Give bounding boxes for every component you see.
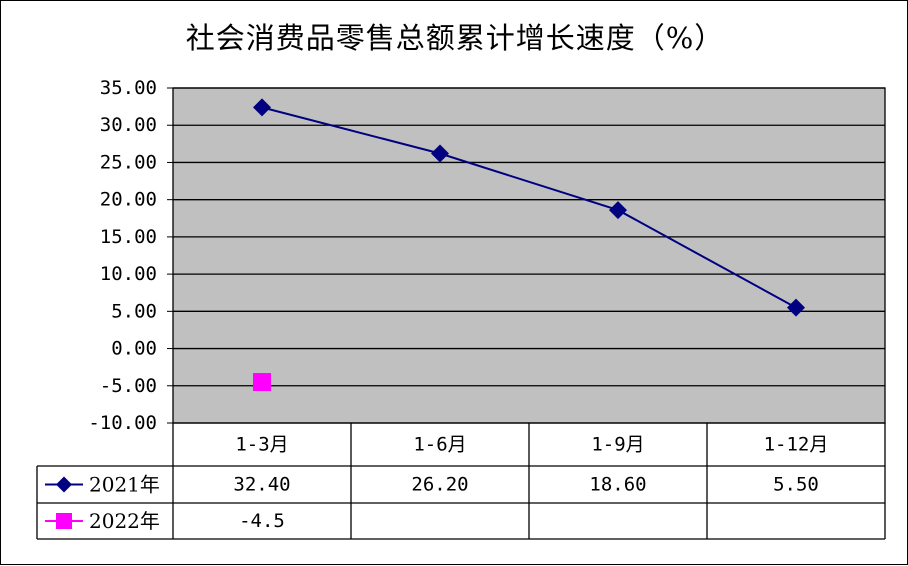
y-tick-label: 5.00 [111, 300, 157, 322]
legend-key-diamond [56, 476, 72, 493]
plot-area [173, 88, 885, 423]
data-point-square [253, 373, 271, 392]
y-tick-label: 20.00 [100, 189, 157, 211]
y-tick-label: 25.00 [100, 151, 157, 173]
chart-title: 社会消费品零售总额累计增长速度（%） [185, 21, 725, 55]
legend-series-name: 2022年 [89, 509, 160, 533]
table-value: 18.60 [589, 474, 646, 496]
x-category-label: 1-3月 [235, 434, 288, 456]
table-value: -4.5 [239, 510, 285, 532]
legend-key-square [56, 513, 72, 529]
series-line-0 [261, 106, 797, 309]
table-value: 5.50 [773, 474, 819, 496]
y-tick-label: 0.00 [111, 338, 157, 360]
data-point-diamond [787, 298, 805, 317]
table-value: 26.20 [411, 474, 468, 496]
data-point-diamond [253, 98, 271, 117]
x-category-label: 1-6月 [413, 434, 466, 456]
y-tick-label: 10.00 [100, 263, 157, 285]
x-category-label: 1-12月 [764, 434, 829, 456]
x-category-label: 1-9月 [591, 434, 644, 456]
table-value: 32.40 [233, 474, 290, 496]
y-tick-label: 35.00 [100, 77, 157, 99]
y-tick-label: 30.00 [100, 114, 157, 136]
y-tick-label: -5.00 [100, 375, 157, 397]
legend-series-name: 2021年 [89, 473, 160, 497]
data-point-diamond [609, 201, 627, 220]
y-tick-label: 15.00 [100, 226, 157, 248]
data-point-diamond [431, 144, 449, 163]
y-tick-label: -10.00 [88, 412, 157, 434]
